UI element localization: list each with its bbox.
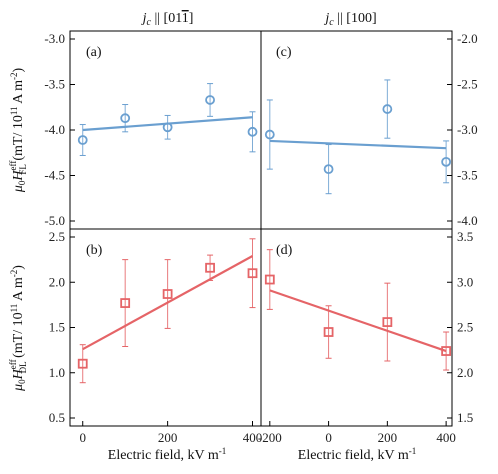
data-point xyxy=(264,129,275,140)
y-tick-label: 3.5 xyxy=(457,229,473,244)
y-tick-label: -4.0 xyxy=(44,122,65,137)
data-point xyxy=(247,126,258,137)
plot-layer: -3.0 -3.5 -4.0 -4.5 -5.0 -2.0 -2.5 -3.0 -3.5 -4.0… xyxy=(44,31,477,445)
y-tick-label: 2.5 xyxy=(457,320,473,335)
fit-line xyxy=(269,289,447,353)
data-point xyxy=(77,358,88,369)
x-tick-label: 200 xyxy=(158,430,178,445)
x-tick-label: 200 xyxy=(378,430,398,445)
panel-label-b: (b) xyxy=(86,243,103,258)
y-axis-label-bottom: μ0HeffDL (mT/ 1011 A m-2) xyxy=(8,265,28,392)
data-point xyxy=(441,156,452,167)
y-tick-label: -2.5 xyxy=(457,77,478,92)
data-point xyxy=(382,104,393,114)
data-point xyxy=(77,135,88,145)
data-point xyxy=(205,95,215,105)
x-tick-label: 400 xyxy=(436,430,456,445)
x-axis-label-right: Electric field, kV m-1 xyxy=(298,446,416,463)
column-title-right: jc || [100] xyxy=(323,11,376,28)
y-tick-label: 0.5 xyxy=(49,410,65,425)
panel-label-d: (d) xyxy=(276,243,293,258)
x-axis-label-left: Electric field, kV m-1 xyxy=(108,446,226,463)
data-point xyxy=(323,164,334,175)
data-point xyxy=(323,327,334,337)
y-tick-label: 2.0 xyxy=(457,365,473,380)
data-point xyxy=(441,346,452,356)
data-point xyxy=(205,262,215,273)
panel-b-frame xyxy=(69,228,262,427)
x-tick-label: 0 xyxy=(79,430,86,445)
column-title-left: jc || [011] xyxy=(141,11,194,28)
y-tick-label: -4.5 xyxy=(44,168,65,183)
fit-line xyxy=(269,139,447,150)
data-point xyxy=(162,289,173,299)
data-point xyxy=(264,274,275,285)
y-tick-label: -3.5 xyxy=(44,77,65,92)
panel-label-a: (a) xyxy=(86,45,102,60)
y-tick-label: 1.5 xyxy=(49,320,65,335)
data-point xyxy=(162,122,173,133)
y-tick-label: 3.0 xyxy=(457,274,473,289)
y-tick-label: 2.5 xyxy=(49,229,65,244)
y-tick-label: -2.0 xyxy=(457,31,478,46)
data-point xyxy=(247,268,258,279)
y-tick-label: -3.0 xyxy=(457,122,478,137)
y-tick-label: -3.5 xyxy=(457,168,478,183)
y-tick-label: 1.0 xyxy=(49,365,65,380)
panel-label-c: (c) xyxy=(276,45,292,60)
y-tick-label: 1.5 xyxy=(457,410,473,425)
data-point xyxy=(120,298,131,308)
panel-d-frame xyxy=(260,228,453,427)
data-point xyxy=(382,317,393,327)
x-tick-label: 400 xyxy=(243,430,263,445)
y-tick-label: -5.0 xyxy=(44,213,65,228)
data-point xyxy=(120,113,131,124)
y-tick-label: 2.0 xyxy=(49,274,65,289)
y-axis-label-top: μ0HeffFL (mT/ 1011 A m-2) xyxy=(8,68,28,194)
x-tick-label: -200 xyxy=(258,430,282,445)
x-tick-label: 0 xyxy=(325,430,332,445)
y-tick-label: -4.0 xyxy=(457,213,478,228)
y-tick-label: -3.0 xyxy=(44,31,65,46)
panel-c-frame xyxy=(260,30,453,230)
